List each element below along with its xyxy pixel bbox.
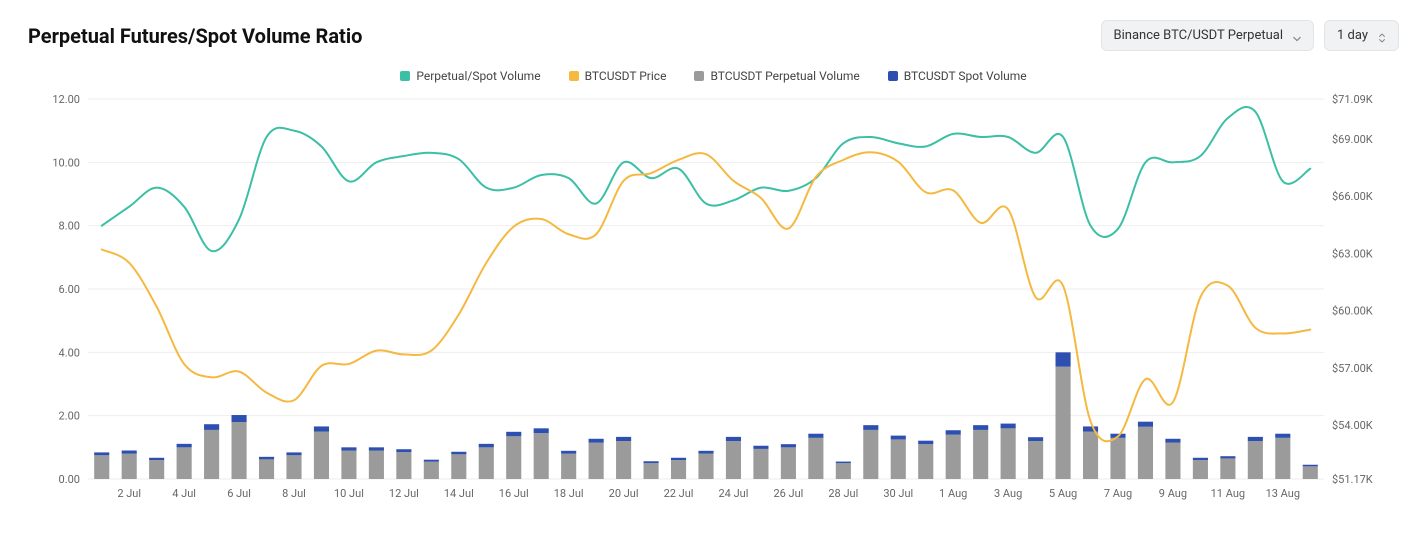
legend-item[interactable]: Perpetual/Spot Volume: [400, 69, 540, 83]
svg-text:22 Jul: 22 Jul: [664, 487, 694, 500]
legend-item[interactable]: BTCUSDT Spot Volume: [888, 69, 1027, 83]
svg-text:8 Jul: 8 Jul: [282, 487, 306, 500]
svg-text:12.00: 12.00: [52, 93, 80, 106]
svg-text:18 Jul: 18 Jul: [554, 487, 584, 500]
chart-area: 0.00 2.00 4.00 6.00 8.00 10.00 12.00 $51.17K $54…: [28, 89, 1399, 509]
svg-text:2.00: 2.00: [59, 410, 80, 423]
svg-text:6 Jul: 6 Jul: [227, 487, 251, 500]
chart-header: Perpetual Futures/Spot Volume Ratio Bina…: [28, 20, 1399, 51]
sort-icon: [1378, 32, 1386, 40]
svg-text:$60.00K: $60.00K: [1332, 305, 1373, 318]
svg-text:1 Aug: 1 Aug: [939, 487, 967, 500]
chart-title: Perpetual Futures/Spot Volume Ratio: [28, 24, 362, 48]
svg-text:16 Jul: 16 Jul: [499, 487, 529, 500]
chevron-down-icon: [1293, 32, 1301, 40]
svg-text:0.00: 0.00: [59, 473, 80, 486]
chart-svg: 0.00 2.00 4.00 6.00 8.00 10.00 12.00 $51.17K $54…: [28, 89, 1399, 509]
svg-text:13 Aug: 13 Aug: [1266, 487, 1300, 500]
svg-text:6.00: 6.00: [59, 283, 80, 296]
legend-label: Perpetual/Spot Volume: [416, 69, 540, 83]
svg-text:7 Aug: 7 Aug: [1104, 487, 1132, 500]
svg-text:$63.00K: $63.00K: [1332, 247, 1373, 260]
pair-selector-dropdown[interactable]: Binance BTC/USDT Perpetual: [1101, 20, 1314, 51]
legend-label: BTCUSDT Price: [585, 69, 667, 83]
legend-label: BTCUSDT Spot Volume: [904, 69, 1027, 83]
svg-text:9 Aug: 9 Aug: [1159, 487, 1187, 500]
svg-text:4 Jul: 4 Jul: [172, 487, 196, 500]
svg-text:20 Jul: 20 Jul: [609, 487, 639, 500]
svg-text:10 Jul: 10 Jul: [334, 487, 364, 500]
legend-swatch: [569, 71, 579, 81]
legend-label: BTCUSDT Perpetual Volume: [710, 69, 859, 83]
svg-text:24 Jul: 24 Jul: [719, 487, 749, 500]
svg-text:$54.00K: $54.00K: [1332, 419, 1373, 432]
legend-swatch: [694, 71, 704, 81]
interval-selector-label: 1 day: [1337, 28, 1368, 43]
svg-text:$71.09K: $71.09K: [1332, 93, 1373, 106]
svg-text:5 Aug: 5 Aug: [1049, 487, 1077, 500]
pair-selector-label: Binance BTC/USDT Perpetual: [1114, 28, 1283, 43]
svg-text:26 Jul: 26 Jul: [773, 487, 803, 500]
svg-text:28 Jul: 28 Jul: [828, 487, 858, 500]
svg-text:$66.00K: $66.00K: [1332, 190, 1373, 203]
svg-text:12 Jul: 12 Jul: [389, 487, 419, 500]
chart-legend: Perpetual/Spot Volume BTCUSDT Price BTCU…: [28, 69, 1399, 83]
legend-swatch: [888, 71, 898, 81]
svg-text:14 Jul: 14 Jul: [444, 487, 474, 500]
svg-text:$57.00K: $57.00K: [1332, 362, 1373, 375]
svg-text:8.00: 8.00: [59, 220, 80, 233]
legend-swatch: [400, 71, 410, 81]
legend-item[interactable]: BTCUSDT Price: [569, 69, 667, 83]
svg-text:4.00: 4.00: [59, 346, 80, 359]
svg-text:10.00: 10.00: [52, 156, 80, 169]
interval-selector-dropdown[interactable]: 1 day: [1324, 20, 1399, 51]
svg-text:30 Jul: 30 Jul: [883, 487, 913, 500]
svg-text:$69.00K: $69.00K: [1332, 133, 1373, 146]
svg-text:$51.17K: $51.17K: [1332, 473, 1373, 486]
legend-item[interactable]: BTCUSDT Perpetual Volume: [694, 69, 859, 83]
chart-controls: Binance BTC/USDT Perpetual 1 day: [1101, 20, 1399, 51]
svg-text:11 Aug: 11 Aug: [1211, 487, 1245, 500]
svg-text:2 Jul: 2 Jul: [117, 487, 141, 500]
svg-text:3 Aug: 3 Aug: [994, 487, 1022, 500]
